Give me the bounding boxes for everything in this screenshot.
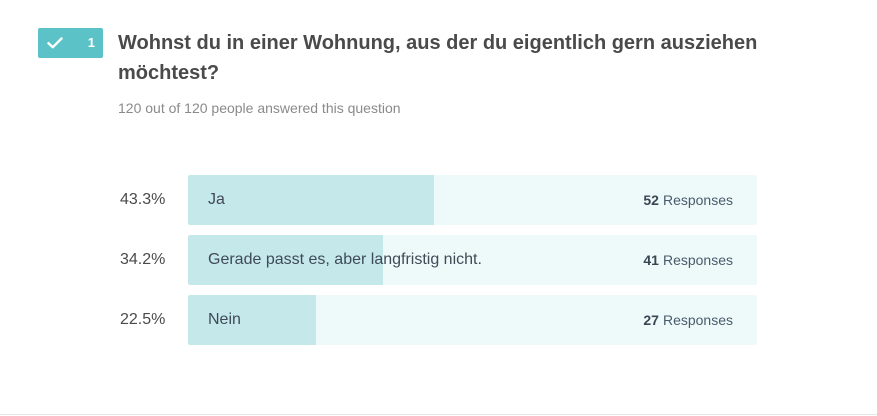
answer-count-suffix: Responses: [662, 312, 733, 328]
answer-percent: 22.5%: [120, 311, 166, 328]
answer-row: 43.3% Ja 52 Responses: [0, 175, 877, 225]
answer-percent: 43.3%: [120, 191, 166, 208]
answer-count-suffix: Responses: [662, 192, 733, 208]
answer-label: Nein: [208, 311, 241, 328]
answer-label: Ja: [208, 191, 225, 208]
answer-count-value: 41: [643, 252, 659, 268]
answer-bar-track[interactable]: Ja 52 Responses: [188, 175, 757, 225]
check-icon: [46, 34, 64, 52]
answer-bar-fill: [188, 295, 317, 345]
answer-count-suffix: Responses: [662, 252, 733, 268]
answer-response-count: 27 Responses: [643, 295, 733, 345]
question-title: Wohnst du in einer Wohnung, aus der du e…: [118, 32, 758, 84]
answer-percent: 34.2%: [120, 251, 166, 268]
answer-bar-fill: [188, 235, 383, 285]
answer-bar-fill: [188, 175, 435, 225]
answer-bar-track[interactable]: Nein 27 Responses: [188, 295, 757, 345]
answer-row: 22.5% Nein 27 Responses: [0, 295, 877, 345]
bottom-divider: [0, 414, 877, 415]
answer-row: 34.2% Gerade passt es, aber langfristig …: [0, 235, 877, 285]
answer-bar-track[interactable]: Gerade passt es, aber langfristig nicht.…: [188, 235, 757, 285]
answer-list: 43.3% Ja 52 Responses 34.2% Gerade passt …: [0, 175, 877, 355]
question-badge: 1: [38, 28, 103, 58]
question-number: 1: [87, 35, 95, 50]
answer-response-count: 41 Responses: [643, 235, 733, 285]
answer-label: Gerade passt es, aber langfristig nicht.: [208, 251, 482, 268]
answer-response-count: 52 Responses: [643, 175, 733, 225]
answer-count-value: 27: [643, 312, 659, 328]
answered-count: 120 out of 120 people answered this ques…: [118, 100, 401, 116]
answer-count-value: 52: [643, 192, 659, 208]
